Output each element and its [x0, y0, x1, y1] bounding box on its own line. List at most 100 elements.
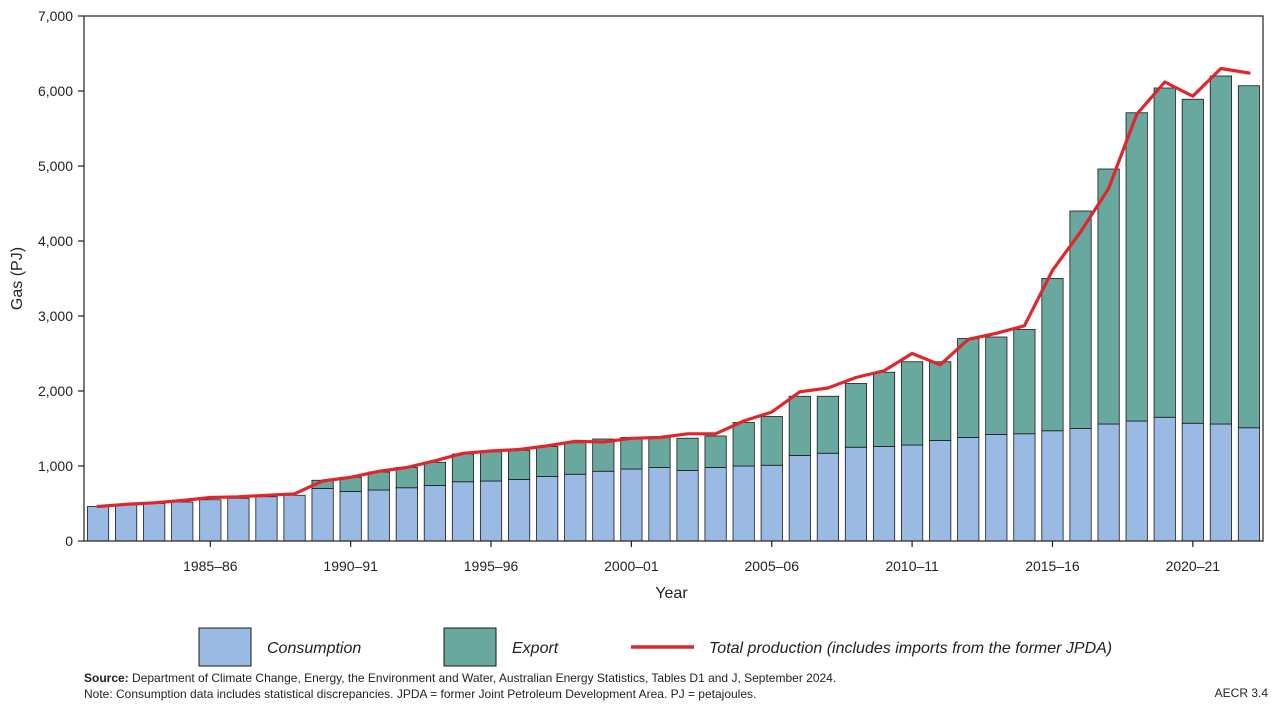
legend-export-label: Export — [512, 640, 559, 657]
export-bar — [788, 395, 811, 456]
x-tick-label: 1985–86 — [183, 558, 238, 574]
x-tick-label: 2000–01 — [604, 558, 659, 574]
consumption-bar — [199, 499, 222, 542]
export-bar — [395, 467, 418, 489]
export-bar — [901, 361, 924, 446]
consumption-bar — [1153, 416, 1176, 542]
export-bar — [816, 395, 839, 454]
export-bar — [704, 435, 727, 468]
export-bar — [1013, 329, 1036, 435]
source-line: Source: Department of Climate Change, En… — [84, 670, 836, 686]
export-bar — [479, 451, 503, 482]
export-bar — [367, 471, 390, 491]
x-tick-label: 1995–96 — [464, 558, 519, 574]
y-tick-label: 0 — [65, 533, 73, 549]
consumption-bar — [620, 468, 643, 542]
consumption-bar — [1041, 430, 1064, 542]
consumption-bar — [816, 452, 839, 542]
source-label: Source: — [84, 671, 129, 685]
y-tick-label: 1,000 — [38, 458, 73, 474]
consumption-bar — [564, 473, 587, 542]
export-bar — [957, 338, 980, 438]
export-bar — [592, 438, 615, 472]
export-bar — [676, 437, 699, 471]
consumption-bar — [227, 497, 250, 542]
consumption-bar — [451, 481, 475, 542]
consumption-bar — [704, 467, 727, 542]
consumption-bar — [1237, 427, 1261, 542]
consumption-bar — [929, 440, 952, 542]
legend-export-swatch — [443, 627, 497, 667]
consumption-bar — [395, 487, 418, 542]
consumption-bar — [872, 446, 896, 542]
consumption-bar — [1125, 420, 1148, 542]
consumption-bar — [1013, 433, 1036, 542]
consumption-bar — [143, 503, 166, 542]
consumption-bar — [648, 467, 671, 542]
consumption-bar — [115, 504, 138, 542]
export-bar — [1153, 87, 1176, 418]
export-bar — [1125, 112, 1148, 422]
y-tick-label: 5,000 — [38, 158, 73, 174]
export-bar — [1209, 75, 1232, 425]
x-tick-label: 2020–21 — [1166, 558, 1221, 574]
consumption-bar — [844, 446, 868, 542]
consumption-bar — [957, 437, 980, 542]
consumption-bar — [339, 491, 362, 542]
x-tick-label: 2015–16 — [1025, 558, 1080, 574]
consumption-bar — [283, 494, 306, 542]
export-bar — [451, 453, 475, 483]
consumption-bar — [86, 506, 110, 542]
export-bar — [1181, 98, 1204, 424]
legend-consumption-label: Consumption — [267, 640, 361, 657]
export-bar — [1069, 210, 1092, 429]
consumption-bar — [676, 470, 699, 542]
bars-layer — [86, 75, 1261, 542]
export-bar — [872, 371, 896, 447]
consumption-bar — [592, 470, 615, 542]
consumption-bar — [901, 444, 924, 542]
legend-consumption-swatch — [198, 627, 252, 667]
y-axis-title: Gas (PJ) — [9, 247, 26, 310]
legend: Consumption Export Total production (inclu… — [198, 627, 1112, 667]
consumption-bar — [423, 485, 446, 542]
export-bar — [536, 446, 559, 477]
y-tick-label: 3,000 — [38, 308, 73, 324]
line-layer — [96, 66, 1251, 509]
export-bar — [1041, 278, 1064, 432]
y-tick-label: 7,000 — [38, 8, 73, 24]
x-tick-label: 1990–91 — [323, 558, 378, 574]
export-bar — [648, 436, 671, 468]
export-bar — [620, 437, 643, 470]
export-bar — [564, 442, 587, 475]
export-bar — [423, 461, 446, 486]
consumption-bar — [788, 455, 811, 542]
consumption-bar — [732, 465, 755, 542]
export-bar — [844, 383, 868, 448]
consumption-bar — [255, 496, 278, 542]
total-production-line — [96, 66, 1251, 509]
source-text: Department of Climate Change, Energy, th… — [128, 671, 837, 685]
consumption-bar — [508, 479, 531, 542]
consumption-bar — [1069, 428, 1092, 542]
x-tick-label: 2005–06 — [744, 558, 799, 574]
consumption-bar — [1209, 423, 1232, 542]
y-tick-label: 2,000 — [38, 383, 73, 399]
export-bar — [760, 416, 783, 466]
export-bar — [1097, 168, 1120, 425]
figure-reference: AECR 3.4 — [1214, 686, 1268, 700]
consumption-bar — [367, 489, 390, 542]
consumption-bar — [760, 464, 783, 542]
export-bar — [1237, 85, 1261, 429]
note-line: Note: Consumption data includes statisti… — [84, 687, 757, 701]
export-bar — [929, 361, 952, 441]
export-bar — [508, 449, 531, 480]
plot-frame — [83, 15, 1264, 542]
y-tick-label: 4,000 — [38, 233, 73, 249]
consumption-bar — [1097, 423, 1120, 542]
consumption-bar — [479, 480, 503, 542]
consumption-bar — [985, 434, 1008, 542]
x-axis-title: Year — [655, 585, 688, 602]
